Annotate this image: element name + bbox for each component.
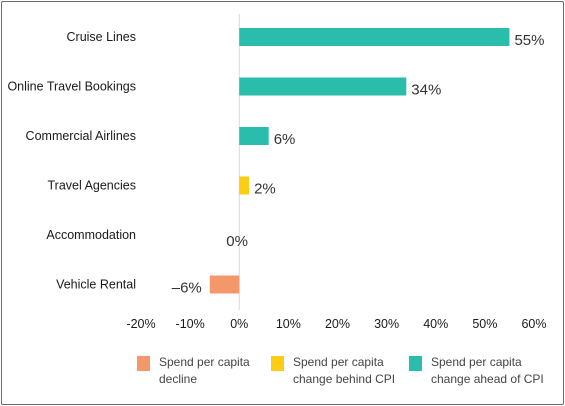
x-tick-label: -20% [126, 317, 155, 331]
value-label: 0% [226, 233, 248, 250]
x-tick-label: 60% [521, 317, 546, 331]
value-label: 55% [514, 32, 544, 49]
bar-commercial-airlines [239, 127, 269, 145]
x-tick-label: 30% [374, 317, 399, 331]
legend-swatch-ahead [409, 356, 422, 371]
legend-label-decline: decline [159, 372, 197, 386]
x-tick-label: 10% [276, 317, 301, 331]
value-label: 2% [254, 181, 276, 198]
bar-travel-agencies [239, 176, 250, 195]
bar-vehicle-rental [209, 275, 240, 294]
bar-online-travel-bookings [239, 77, 407, 96]
value-label: –6% [172, 280, 202, 297]
bar-cruise-lines [239, 28, 510, 46]
x-tick-label: 40% [423, 317, 448, 331]
x-tick-label: -10% [176, 317, 205, 331]
legend-swatch-behind [271, 356, 284, 371]
category-label: Commercial Airlines [26, 129, 136, 143]
x-tick-label: 50% [472, 317, 497, 331]
category-label: Travel Agencies [48, 179, 136, 193]
value-label: 34% [411, 82, 441, 99]
category-label: Accommodation [46, 228, 136, 242]
legend-label-behind: change behind CPI [293, 372, 395, 386]
value-label: 6% [274, 131, 296, 148]
legend-label-decline: Spend per capita [159, 355, 250, 369]
legend-label-ahead: change ahead of CPI [431, 372, 544, 386]
category-label: Online Travel Bookings [7, 80, 136, 94]
legend-swatch-decline [137, 356, 150, 371]
legend-label-ahead: Spend per capita [431, 355, 522, 369]
category-label: Cruise Lines [67, 30, 136, 44]
legend-label-behind: Spend per capita [293, 355, 384, 369]
x-tick-label: 0% [230, 317, 248, 331]
x-tick-label: 20% [325, 317, 350, 331]
category-label: Vehicle Rental [56, 278, 136, 292]
